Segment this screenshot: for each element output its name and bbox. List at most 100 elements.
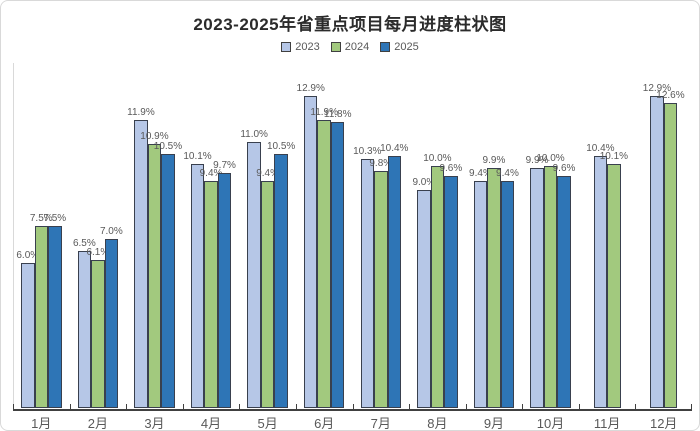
month-label: 4月 bbox=[200, 416, 222, 431]
month-label: 8月 bbox=[427, 416, 448, 431]
bar-2025-month-5 bbox=[274, 154, 288, 408]
bar-value-label: 6.0% bbox=[16, 250, 40, 261]
month-label: 5月 bbox=[257, 416, 278, 431]
bar-value-label: 7.5% bbox=[29, 213, 53, 224]
bar-value-label: 10.0% bbox=[536, 153, 565, 164]
bar-value-label: 9.7% bbox=[213, 160, 236, 171]
legend-item-2024: 2024 bbox=[330, 41, 370, 53]
bar-value-label: 9.0% bbox=[412, 177, 436, 188]
bar-value-label: 9.9% bbox=[482, 155, 506, 166]
bar-2024-month-12 bbox=[663, 103, 678, 408]
bar-2023-month-8 bbox=[417, 190, 431, 408]
bar-value-label: 12.6% bbox=[656, 90, 685, 101]
bar-value-label: 10.1% bbox=[599, 151, 629, 162]
axis-tick bbox=[691, 404, 692, 410]
axis-tick bbox=[465, 404, 467, 410]
axis-tick bbox=[409, 404, 411, 410]
bar-2024-month-2 bbox=[91, 260, 105, 408]
month-label: 7月 bbox=[370, 416, 391, 431]
y-axis-line bbox=[13, 63, 14, 410]
bar-value-label: 10.4% bbox=[380, 143, 409, 154]
bar-2025-month-7 bbox=[387, 156, 402, 408]
month-label: 11月 bbox=[593, 416, 621, 431]
axis-tick bbox=[239, 404, 241, 410]
bar-2024-month-9 bbox=[487, 168, 501, 408]
bar-2025-month-10 bbox=[557, 176, 571, 408]
legend-swatch-icon bbox=[330, 42, 341, 52]
bar-value-label: 11.8% bbox=[323, 109, 352, 120]
axis-tick bbox=[522, 404, 524, 410]
bar-value-label: 9.6% bbox=[439, 163, 463, 174]
legend-label: 2023 bbox=[295, 41, 320, 53]
bar-value-label: 7.0% bbox=[99, 226, 123, 237]
bar-2023-month-4 bbox=[190, 164, 205, 408]
legend-swatch-icon bbox=[281, 42, 292, 52]
bar-2023-month-10 bbox=[530, 168, 544, 408]
bar-2023-month-1 bbox=[21, 263, 35, 408]
legend-item-2023: 2023 bbox=[281, 41, 320, 53]
bar-value-label: 10.0% bbox=[423, 153, 452, 164]
bar-value-label: 12.9% bbox=[642, 83, 672, 94]
bar-2024-month-11 bbox=[607, 164, 621, 408]
bar-2024-month-3 bbox=[147, 144, 162, 408]
bar-2023-month-9 bbox=[473, 181, 488, 408]
axis-tick bbox=[295, 404, 297, 410]
bar-2024-month-8 bbox=[430, 166, 445, 408]
month-label: 3月 bbox=[144, 416, 165, 431]
month-label: 12月 bbox=[649, 416, 678, 431]
axis-tick bbox=[352, 404, 354, 410]
bar-value-label: 10.5% bbox=[266, 141, 296, 152]
bar-value-label: 6.1% bbox=[86, 247, 110, 258]
bar-2023-month-2 bbox=[77, 251, 92, 408]
month-label: 1月 bbox=[31, 416, 52, 431]
bar-value-label: 10.5% bbox=[153, 141, 183, 152]
legend: 2023 2024 2025 bbox=[1, 41, 699, 53]
bar-2025-month-8 bbox=[444, 176, 458, 408]
bar-2024-month-5 bbox=[260, 181, 275, 408]
bar-value-label: 9.4% bbox=[469, 168, 492, 179]
bar-value-label: 7.5% bbox=[43, 213, 67, 224]
bar-2023-month-5 bbox=[247, 142, 261, 408]
bar-2025-month-4 bbox=[217, 173, 232, 408]
bar-2024-month-4 bbox=[204, 181, 218, 408]
bar-2024-month-7 bbox=[374, 171, 388, 408]
bar-value-label: 9.9% bbox=[525, 155, 549, 166]
month-label: 9月 bbox=[483, 416, 505, 431]
bar-value-label: 9.4% bbox=[199, 168, 223, 179]
bar-2023-month-12 bbox=[650, 96, 664, 408]
bar-value-label: 6.5% bbox=[72, 238, 96, 249]
axis-tick bbox=[182, 404, 184, 410]
axis-tick bbox=[635, 404, 637, 410]
bar-2025-month-1 bbox=[48, 226, 62, 408]
bar-2024-month-1 bbox=[34, 226, 49, 408]
bar-2025-month-9 bbox=[500, 181, 515, 408]
legend-item-2025: 2025 bbox=[380, 41, 419, 53]
bar-2025-month-6 bbox=[330, 122, 345, 408]
bar-value-label: 10.4% bbox=[586, 143, 615, 154]
legend-label: 2025 bbox=[394, 41, 419, 53]
bar-2023-month-7 bbox=[360, 159, 375, 408]
axis-tick bbox=[126, 404, 128, 410]
legend-label: 2024 bbox=[344, 41, 370, 53]
axis-tick bbox=[578, 404, 580, 410]
bar-value-label: 9.8% bbox=[369, 158, 393, 169]
bar-value-label: 12.9% bbox=[296, 83, 325, 94]
bar-value-label: 9.6% bbox=[552, 163, 576, 174]
axis-tick bbox=[13, 404, 14, 410]
month-label: 10月 bbox=[536, 416, 565, 431]
bar-value-label: 9.4% bbox=[496, 168, 519, 179]
bar-2023-month-3 bbox=[134, 120, 148, 408]
bar-value-label: 9.4% bbox=[256, 168, 280, 179]
bar-value-label: 10.9% bbox=[140, 131, 169, 142]
chart-title: 2023-2025年省重点项目每月进度柱状图 bbox=[193, 15, 507, 34]
bar-value-label: 11.0% bbox=[240, 129, 268, 140]
month-label: 6月 bbox=[314, 416, 335, 431]
bar-2025-month-3 bbox=[161, 154, 175, 408]
bar-2024-month-6 bbox=[317, 120, 331, 408]
legend-swatch-icon bbox=[380, 42, 391, 52]
month-label: 2月 bbox=[87, 416, 108, 431]
axis-tick bbox=[69, 404, 71, 410]
x-axis-line bbox=[13, 409, 692, 411]
bar-value-label: 11.9% bbox=[127, 107, 155, 118]
